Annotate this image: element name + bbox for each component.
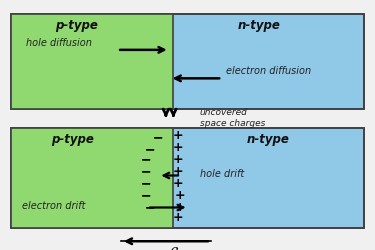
Text: +: + <box>175 189 185 202</box>
Text: −: − <box>141 154 152 167</box>
Text: hole diffusion: hole diffusion <box>26 38 92 48</box>
Text: $\mathcal{E}$: $\mathcal{E}$ <box>168 245 179 250</box>
Text: −: − <box>141 190 152 203</box>
Text: electron drift: electron drift <box>22 201 86 211</box>
Text: p-type: p-type <box>55 19 98 32</box>
Bar <box>11 128 364 228</box>
Bar <box>11 128 364 228</box>
Bar <box>11 14 364 109</box>
Text: hole drift: hole drift <box>200 169 244 179</box>
Text: −: − <box>141 178 152 191</box>
Text: −: − <box>152 131 163 144</box>
Text: −: − <box>145 143 155 156</box>
Text: −: − <box>145 143 155 156</box>
Text: −: − <box>145 202 155 215</box>
Text: +: + <box>175 201 185 214</box>
Text: +: + <box>173 211 183 224</box>
Text: −: − <box>141 190 152 203</box>
Text: −: − <box>141 166 152 179</box>
Bar <box>11 128 173 228</box>
Text: electron diffusion: electron diffusion <box>226 66 311 76</box>
Bar <box>11 14 173 109</box>
Text: +: + <box>173 177 183 190</box>
Text: −: − <box>145 202 155 215</box>
Text: uncovered
space charges: uncovered space charges <box>200 108 265 128</box>
Bar <box>11 14 364 109</box>
Text: n-type: n-type <box>238 19 280 32</box>
Text: +: + <box>173 165 183 178</box>
Text: −: − <box>152 131 163 144</box>
Text: −: − <box>141 154 152 167</box>
Text: +: + <box>173 153 183 166</box>
Text: p-type: p-type <box>51 133 94 146</box>
Text: −: − <box>141 166 152 179</box>
Text: +: + <box>173 141 183 154</box>
Text: n-type: n-type <box>247 133 290 146</box>
Text: +: + <box>173 129 183 142</box>
Text: −: − <box>141 178 152 191</box>
